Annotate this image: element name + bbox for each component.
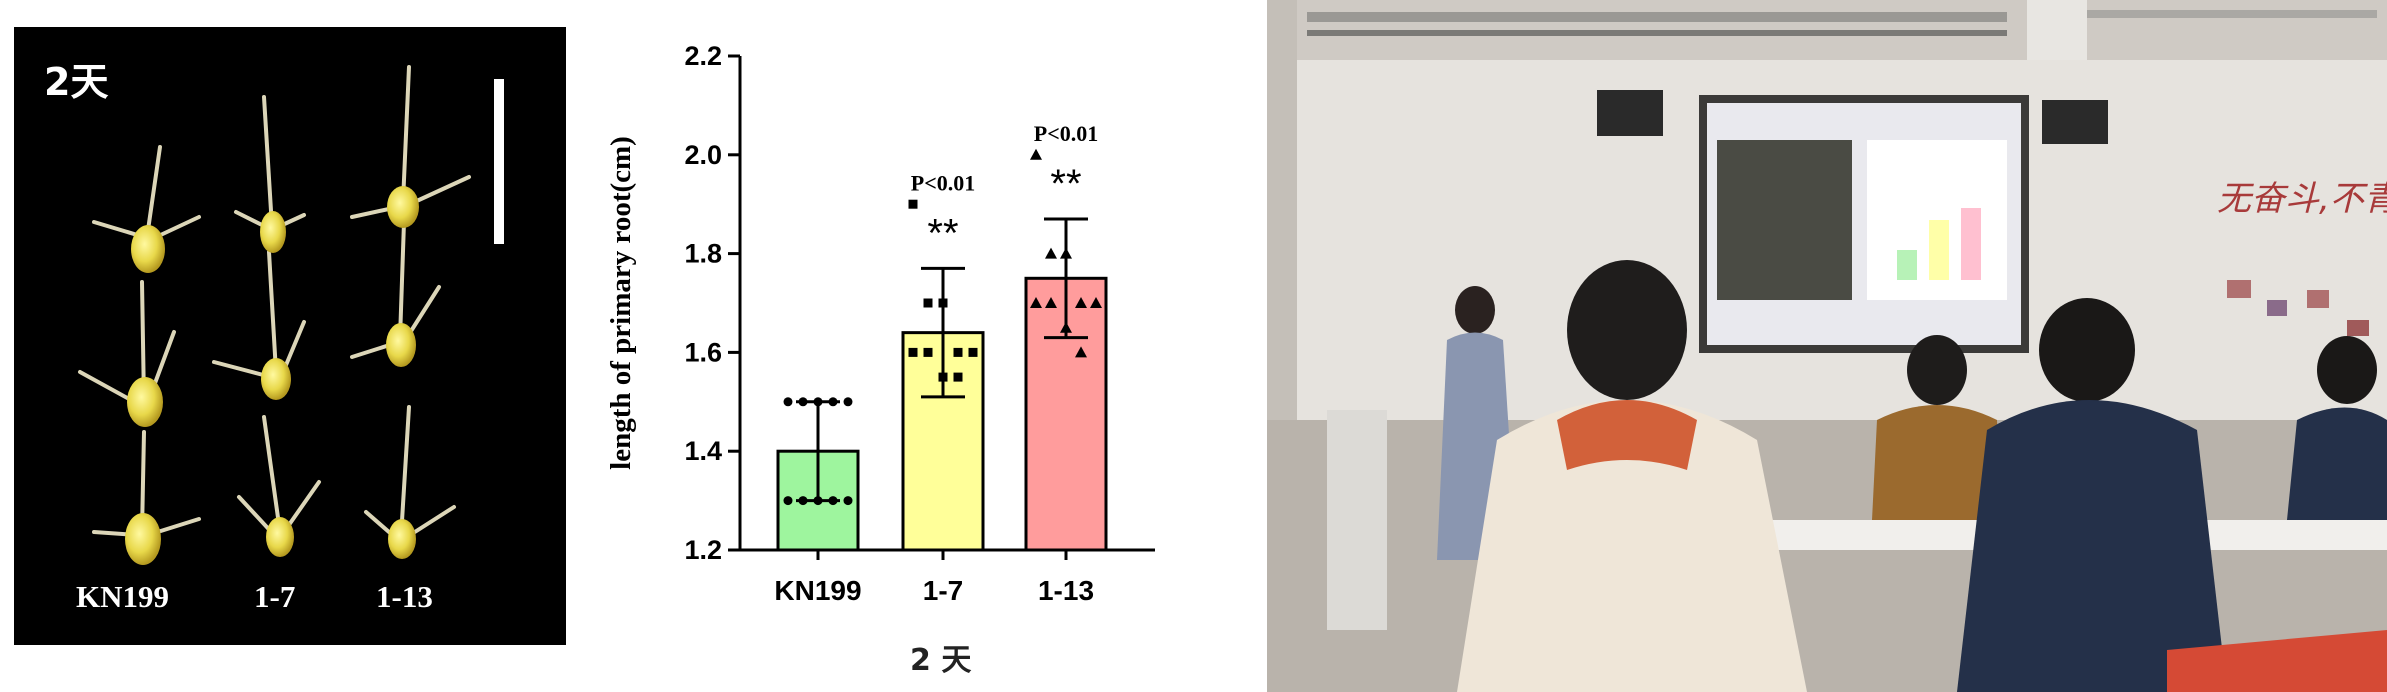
data-point <box>813 496 823 506</box>
y-tick-label: 1.2 <box>684 535 722 565</box>
y-axis-label: length of primary root(cm) <box>605 136 637 470</box>
data-point <box>923 298 933 308</box>
data-point <box>1030 297 1042 308</box>
y-tick-label: 1.4 <box>684 436 722 466</box>
p-value-label: P<0.01 <box>1034 121 1098 146</box>
p-value-label: P<0.01 <box>911 170 975 195</box>
bar-chart: 1.2 1.4 1.6 1.8 2.0 2.2 length of primary root… <box>600 20 1180 680</box>
scale-bar <box>494 79 504 244</box>
data-point <box>798 397 808 407</box>
y-tick-label: 2.0 <box>684 140 722 170</box>
seedling-photo: 2天 KN199 1-7 1-13 <box>14 27 566 645</box>
chart-svg: 1.2 1.4 1.6 1.8 2.0 2.2 length of primary root… <box>605 41 1155 606</box>
data-point <box>783 397 793 407</box>
data-point <box>923 347 933 357</box>
data-point <box>938 298 948 308</box>
data-point <box>843 496 853 506</box>
y-tick-label: 1.6 <box>684 337 722 367</box>
data-point <box>953 347 963 357</box>
classroom-scene: 无奋斗,不青 <box>1267 0 2387 692</box>
data-point <box>1045 297 1057 308</box>
day-label: 2天 <box>44 60 109 104</box>
data-point <box>1060 247 1072 259</box>
data-point <box>1030 148 1042 160</box>
y-tick-label: 1.8 <box>684 239 722 269</box>
significance-label: ** <box>1050 162 1081 206</box>
data-point <box>843 397 853 407</box>
data-point <box>1090 297 1102 308</box>
data-point <box>1060 321 1072 333</box>
x-tick-label: 1-13 <box>1038 575 1094 606</box>
data-point <box>908 347 918 357</box>
svg-text:无奋斗,不青: 无奋斗,不青 <box>2217 179 2387 219</box>
data-point <box>1075 297 1087 308</box>
data-point <box>828 397 838 407</box>
data-point <box>1075 346 1087 358</box>
significance-label: ** <box>927 211 958 255</box>
x-tick-label: KN199 <box>774 575 861 606</box>
x-tick-label: 1-7 <box>923 575 963 606</box>
data-point <box>813 397 823 407</box>
seedling-illustration <box>78 65 471 565</box>
classroom-photo: 无奋斗,不青 <box>1267 0 2387 692</box>
data-point <box>798 496 808 506</box>
y-tick-label: 2.2 <box>684 41 722 71</box>
data-point <box>968 347 978 357</box>
data-point <box>938 372 948 382</box>
line-label-1-13: 1-13 <box>376 579 433 614</box>
chart-xlabel: 2 天 <box>910 643 972 678</box>
data-point <box>783 496 793 506</box>
line-label-1-7: 1-7 <box>254 579 296 614</box>
data-point <box>908 199 918 209</box>
line-label-kn199: KN199 <box>76 579 169 614</box>
data-point <box>1045 247 1057 259</box>
data-point <box>953 372 963 382</box>
data-point <box>828 496 838 506</box>
